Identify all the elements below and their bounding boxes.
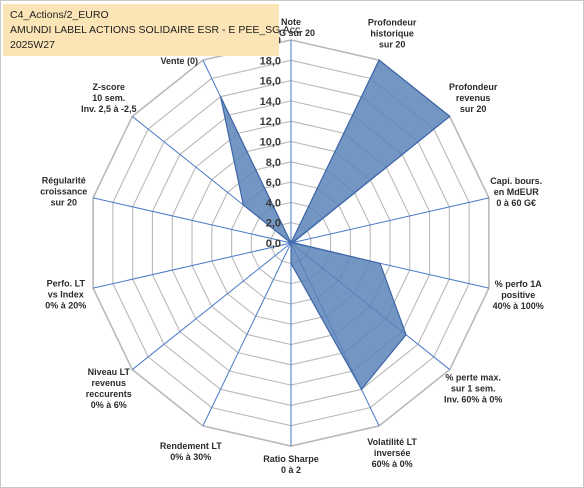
axis-label: Perfo. LT vs Index 0% à 20% bbox=[45, 279, 86, 311]
axis-label: Capi. bours. en MdEUR 0 à 60 G€ bbox=[490, 176, 542, 208]
axis-label: % perte max. sur 1 sem. Inv. 60% à 0% bbox=[444, 373, 502, 405]
axis-label: Niveau LT revenus reccurents 0% à 6% bbox=[86, 367, 132, 410]
title-line-3: 2025W27 bbox=[10, 39, 55, 51]
r-tick-label: 16,0 bbox=[260, 76, 281, 88]
axis-label: Z-score 10 sem. Inv. 2,5 à -2,5 bbox=[81, 82, 136, 114]
radar-spoke bbox=[290, 197, 490, 244]
radar-spoke bbox=[202, 242, 292, 427]
axis-label: Profondeur historique sur 20 bbox=[368, 17, 417, 49]
axis-label: Note ESG sur 20 bbox=[267, 17, 315, 38]
r-tick-label: 18,0 bbox=[260, 55, 281, 67]
r-tick-label: 0,0 bbox=[266, 238, 281, 250]
r-tick-label: 8,0 bbox=[266, 157, 281, 169]
r-tick-label: 14,0 bbox=[260, 96, 281, 108]
r-tick-label: 6,0 bbox=[266, 177, 281, 189]
axis-label: % perfo 1A positive 40% à 100% bbox=[493, 279, 544, 311]
axis-label: Rendement LT 0% à 30% bbox=[160, 441, 222, 462]
title-line-2: AMUNDI LABEL ACTIONS SOLIDAIRE ESR - E P… bbox=[10, 24, 301, 36]
r-tick-label: 4,0 bbox=[266, 197, 281, 209]
r-tick-label: 12,0 bbox=[260, 116, 281, 128]
axis-label: Volatilité LT inversée 60% à 0% bbox=[367, 437, 417, 469]
series-area bbox=[219, 59, 451, 391]
radar-spoke bbox=[92, 197, 292, 244]
axis-label: Régularité croissance sur 20 bbox=[40, 176, 87, 208]
r-tick-label: 2,0 bbox=[266, 218, 281, 230]
r-tick-label: 10,0 bbox=[260, 137, 281, 149]
radar-spoke bbox=[131, 242, 292, 370]
axis-label: Ratio Sharpe 0 à 2 bbox=[263, 454, 319, 475]
radar-spoke bbox=[92, 242, 292, 289]
title-line-1: C4_Actions/2_EURO bbox=[10, 9, 109, 21]
radar-series bbox=[219, 59, 451, 391]
chart-title-box: C4_Actions/2_EURO AMUNDI LABEL ACTIONS S… bbox=[3, 4, 301, 56]
axis-label: Profondeur revenus sur 20 bbox=[449, 82, 498, 114]
